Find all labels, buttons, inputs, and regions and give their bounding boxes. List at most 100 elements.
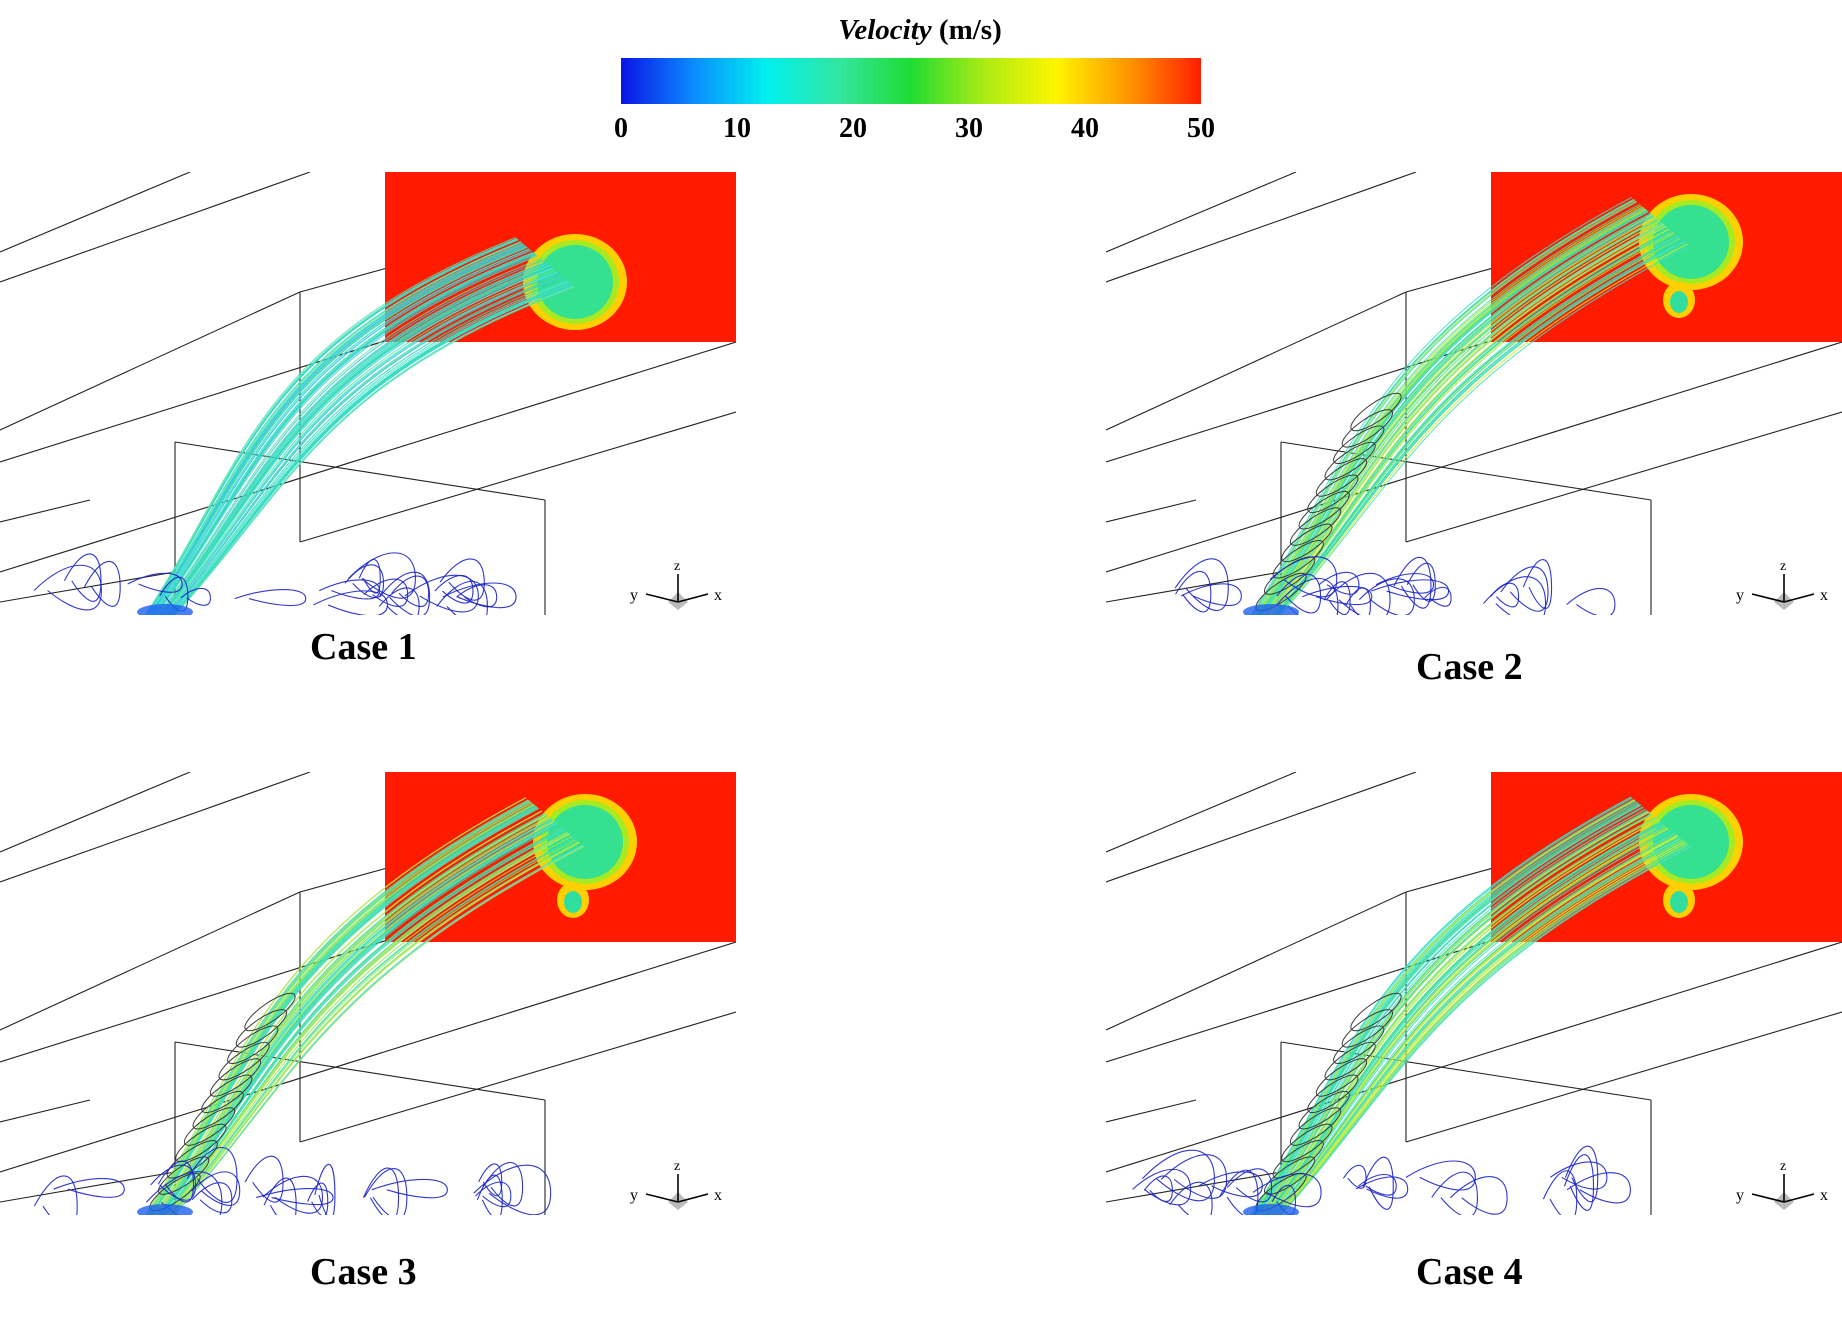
streamline [1263, 817, 1657, 1215]
streamline [1275, 837, 1681, 1215]
recirculation-streamline [1180, 583, 1242, 607]
streamline [1250, 796, 1632, 1215]
streamline [157, 818, 552, 1215]
recirculation-streamline [478, 1163, 503, 1197]
recirculation-streamline [63, 553, 102, 602]
streamline [161, 264, 549, 615]
case-label: Case 4 [1416, 1251, 1523, 1293]
recirculation-loops [33, 1147, 552, 1215]
recirculation-streamline [482, 1161, 524, 1207]
wireframe-edge [1106, 172, 1417, 283]
legend-tick: 50 [1187, 113, 1215, 144]
recirculation-streamline [1358, 578, 1415, 615]
recirculation-streamline [434, 575, 474, 604]
streamline-bundle [1250, 196, 1690, 615]
inlet-base [1243, 1204, 1299, 1215]
streamline [1265, 220, 1661, 615]
recirculation-streamline [1174, 558, 1229, 611]
x-axis-arrow [677, 593, 709, 603]
flow-visualization: x y z [0, 172, 736, 615]
wireframe-edge [0, 499, 91, 523]
panel-case-2: x y z [1106, 172, 1842, 615]
recirculation-streamline [344, 564, 385, 599]
recirculation-loops [1174, 556, 1616, 615]
streamline [173, 845, 584, 1215]
streamline [162, 266, 552, 615]
streamline [157, 258, 542, 615]
wireframe-edge [1106, 941, 1842, 1173]
wireframe-edge [1106, 891, 1407, 1031]
streamline [171, 841, 580, 1215]
z-axis-label: z [674, 1159, 680, 1174]
recirculation-streamline [362, 1167, 400, 1215]
recirculation-streamline [1405, 1160, 1476, 1191]
recirculation-streamline [180, 587, 211, 606]
case-label: Case 3 [310, 1251, 417, 1293]
outlet-jet [523, 234, 627, 330]
streamline [1272, 232, 1675, 615]
secondary-jet [564, 891, 582, 913]
recirculation-streamline [263, 1177, 297, 1215]
z-axis-label: z [674, 559, 680, 574]
streamline [166, 833, 570, 1215]
x-axis-label: x [714, 587, 722, 604]
recirculation-streamline [1318, 571, 1360, 595]
z-axis-label: z [1780, 1159, 1786, 1174]
streamline [1273, 834, 1677, 1215]
jet-core [1653, 805, 1729, 879]
recirculation-streamline [1362, 1156, 1394, 1210]
streamline [147, 241, 522, 615]
wireframe-edge [1106, 772, 1417, 883]
streamline [1274, 236, 1680, 615]
recirculation-streamline [1275, 578, 1339, 615]
panel-case-1: x y z [0, 172, 736, 615]
streamline [1258, 210, 1648, 615]
recirculation-streamline [1393, 556, 1432, 609]
axes-triad: x y z [1736, 559, 1828, 610]
streamline [1264, 219, 1659, 615]
swirl-ring [244, 992, 296, 1032]
legend-tick: 30 [955, 113, 983, 144]
recirculation-streamline [313, 590, 388, 615]
recirculation-streamline [1342, 1164, 1367, 1189]
axes-triad: x y z [630, 559, 722, 610]
y-axis-arrow [645, 593, 679, 603]
recirculation-streamline [442, 582, 517, 609]
recirculation-streamline [307, 1182, 329, 1215]
recirculation-streamline [1169, 1181, 1213, 1215]
secondary-jet [1670, 891, 1688, 913]
streamline [1255, 804, 1641, 1215]
streamline [155, 255, 538, 615]
streamline [159, 261, 546, 615]
streamline [168, 835, 573, 1215]
wireframe-edge [1106, 1171, 1282, 1203]
recirculation-streamline [234, 588, 307, 607]
recirculation-streamline [1160, 1154, 1228, 1199]
streamline [163, 827, 563, 1215]
recirculation-loops [1132, 1145, 1631, 1215]
wireframe-edge [0, 172, 311, 283]
x-axis-label: x [714, 1187, 722, 1204]
recirculation-streamline [33, 564, 102, 611]
recirculation-streamline [1325, 572, 1391, 615]
jet-core [1653, 205, 1729, 279]
recirculation-streamline [150, 1164, 197, 1201]
recirculation-streamline [1550, 1161, 1608, 1190]
recirculation-loops [33, 552, 517, 615]
streamline [1275, 238, 1682, 615]
streamline [144, 237, 516, 615]
recirculation-streamline [358, 558, 381, 594]
wireframe-edge [0, 941, 736, 1173]
streamline [145, 797, 527, 1215]
wireframe-edge [0, 772, 311, 883]
streamline [145, 238, 518, 615]
streamline [1251, 797, 1633, 1215]
legend-tick: 10 [723, 113, 751, 144]
recirculation-streamline [1563, 1154, 1595, 1211]
y-axis-label: y [630, 1187, 638, 1204]
recirculation-streamline [391, 575, 430, 607]
streamline [157, 817, 551, 1215]
streamline [170, 839, 577, 1215]
streamline [1279, 843, 1689, 1215]
wireframe-edge [1106, 291, 1407, 431]
